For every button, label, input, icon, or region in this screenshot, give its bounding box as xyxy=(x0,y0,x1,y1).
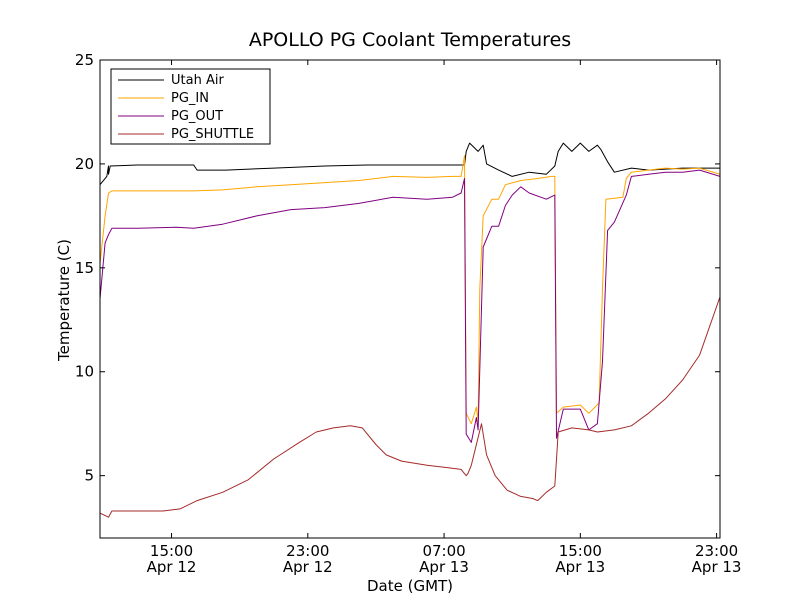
y-tick-label: 15 xyxy=(75,259,94,277)
plot-frame xyxy=(99,59,721,539)
y-axis-label: Temperature (C) xyxy=(55,239,73,362)
legend-label: Utah Air xyxy=(171,73,224,88)
y-tick-label: 20 xyxy=(75,155,94,173)
x-tick-label-time: 15:00 xyxy=(559,542,602,560)
x-tick-label-time: 23:00 xyxy=(695,542,738,560)
legend: Utah Air PG_IN PG_OUT PG_SHUTTLE xyxy=(110,68,271,145)
series-line-pg-out xyxy=(100,169,720,443)
legend-box xyxy=(110,68,271,145)
x-tick-label-date: Apr 13 xyxy=(692,558,742,576)
x-tick-label-time: 23:00 xyxy=(286,542,329,560)
legend-label: PG_OUT xyxy=(171,109,223,124)
legend-label: PG_SHUTTLE xyxy=(171,127,254,142)
x-tick-label-time: 07:00 xyxy=(422,542,465,560)
series-layer xyxy=(100,142,720,518)
y-tick-label: 10 xyxy=(75,363,94,381)
series-line-pg-in xyxy=(100,155,720,425)
y-tick-label: 5 xyxy=(84,467,94,485)
x-tick-label-date: Apr 13 xyxy=(555,558,605,576)
x-tick-label-date: Apr 13 xyxy=(419,558,469,576)
x-tick-label-date: Apr 12 xyxy=(283,558,333,576)
series-line-pg-shuttle xyxy=(100,296,720,518)
x-tick-label-time: 15:00 xyxy=(150,542,193,560)
x-tick-label-date: Apr 12 xyxy=(147,558,197,576)
x-axis-label: Date (GMT) xyxy=(367,577,453,595)
legend-label: PG_IN xyxy=(171,91,209,106)
y-tick-label: 25 xyxy=(75,51,94,69)
series-line-utah-air xyxy=(100,142,720,186)
chart-title: APOLLO PG Coolant Temperatures xyxy=(249,29,571,51)
